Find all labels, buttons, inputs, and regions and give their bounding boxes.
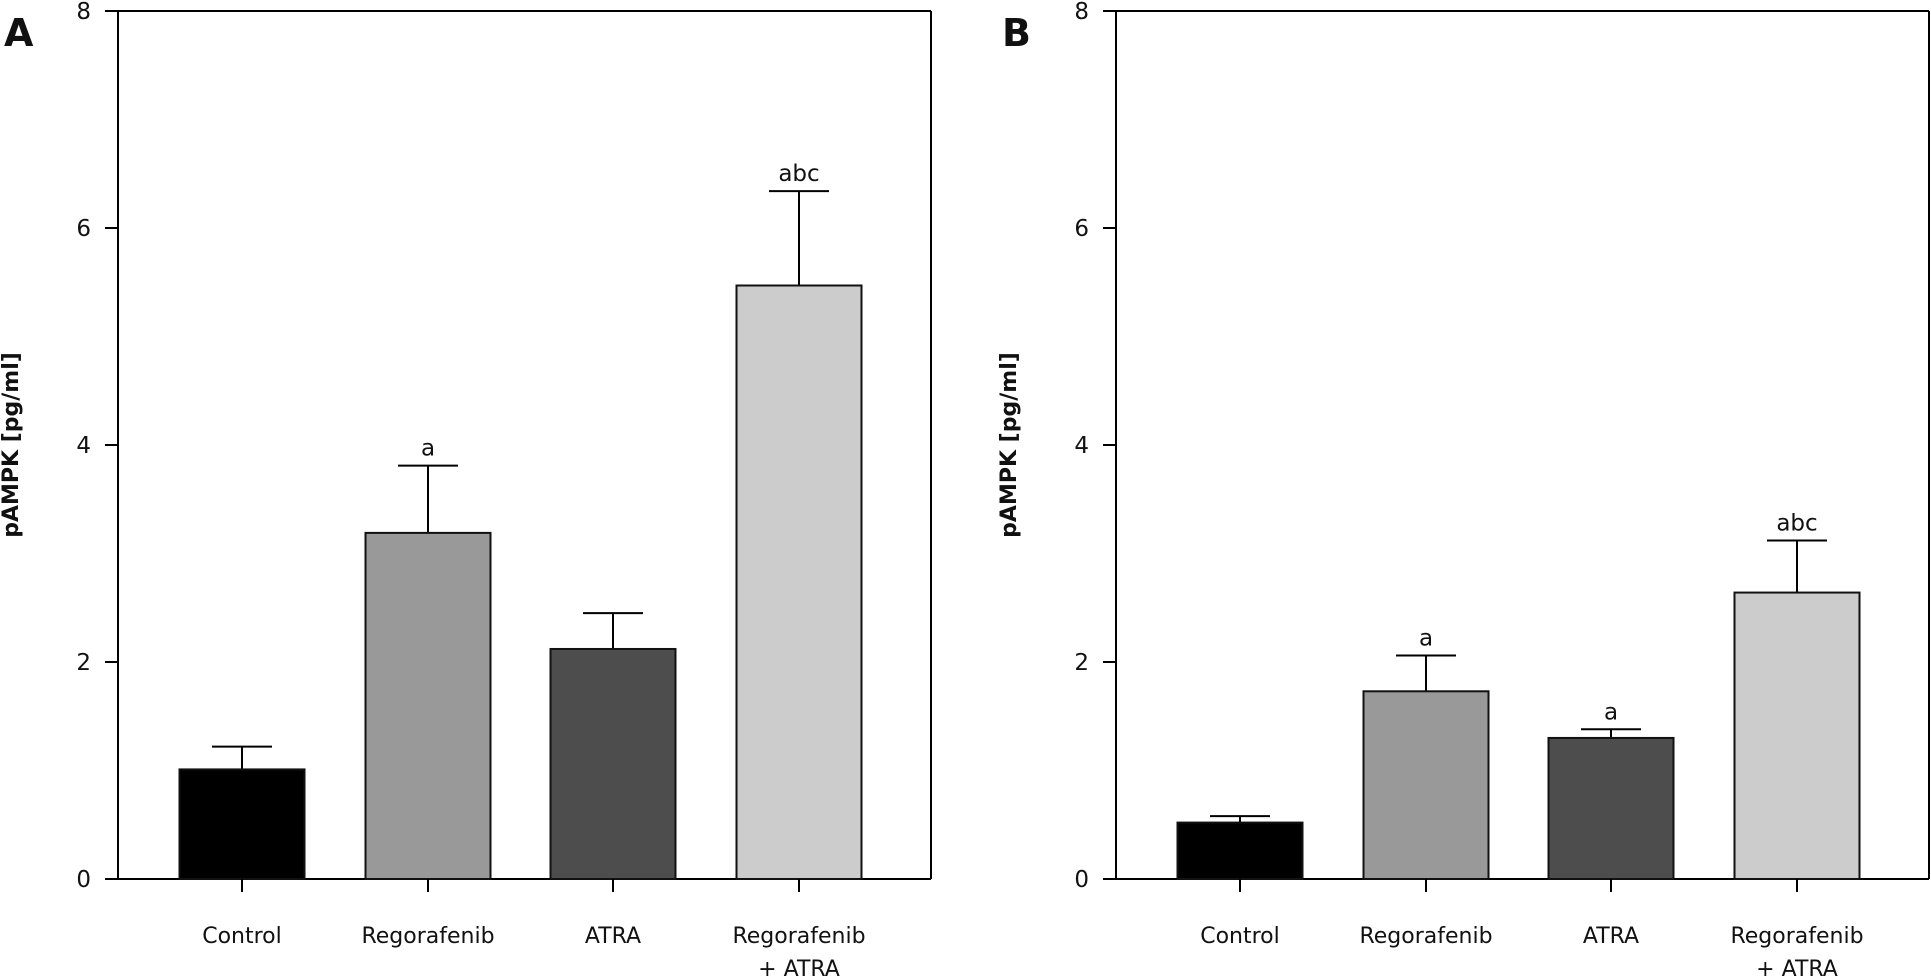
y-tick-label: 8 — [1074, 0, 1089, 25]
bar — [1362, 690, 1490, 880]
significance-label: a — [1604, 699, 1618, 725]
x-tick-label-line: Regorafenib — [361, 924, 494, 949]
bar — [364, 531, 492, 880]
x-tick-label-line: Regorafenib — [1730, 924, 1863, 949]
significance-label: a — [1419, 625, 1433, 651]
x-tick-label-line: ATRA — [585, 924, 641, 949]
y-tick-label: 4 — [76, 433, 91, 459]
x-tick-label-line: Control — [1200, 924, 1280, 949]
bar — [1547, 736, 1675, 881]
x-tick-label: Regorafenib + ATRA — [1730, 924, 1863, 979]
y-tick-label: 0 — [76, 867, 91, 893]
x-tick-label-line: + ATRA — [758, 957, 840, 979]
x-tick-label-line: Control — [202, 924, 282, 949]
panel-letter: A — [4, 11, 34, 55]
y-axis-label: pAMPK [pg/ml] — [0, 352, 24, 538]
significance-label: a — [421, 436, 435, 462]
x-tick-label: Regorafenib — [1359, 924, 1492, 949]
x-tick-label-line: + ATRA — [1756, 957, 1838, 979]
x-tick-label-line: Regorafenib — [1359, 924, 1492, 949]
panel-a: A 0 2 4 6 8 pAMPK [pg/ml] Control a Regorafenib AT… — [0, 0, 932, 979]
x-tick-label: Regorafenib + ATRA — [732, 924, 865, 979]
significance-label: abc — [778, 161, 819, 187]
y-tick-label: 6 — [1074, 216, 1089, 242]
y-tick-label: 2 — [76, 650, 91, 676]
bar — [1733, 591, 1861, 880]
x-tick-label: Control — [1200, 924, 1280, 949]
bar — [549, 647, 677, 880]
y-tick-label: 2 — [1074, 650, 1089, 676]
bar — [735, 284, 863, 880]
x-tick-label-line: ATRA — [1583, 924, 1639, 949]
y-axis-label: pAMPK [pg/ml] — [997, 352, 1022, 538]
y-tick-label: 0 — [1074, 867, 1089, 893]
bar — [1176, 821, 1304, 881]
y-tick-label: 6 — [76, 216, 91, 242]
x-tick-label: ATRA — [1583, 924, 1639, 949]
panel-letter: B — [1002, 11, 1031, 55]
bar — [178, 768, 306, 880]
x-tick-label: Regorafenib — [361, 924, 494, 949]
significance-label: abc — [1776, 510, 1817, 536]
x-tick-label: ATRA — [585, 924, 641, 949]
y-tick-label: 4 — [1074, 433, 1089, 459]
x-tick-label: Control — [202, 924, 282, 949]
x-tick-label-line: Regorafenib — [732, 924, 865, 949]
y-tick-label: 8 — [76, 0, 91, 25]
panel-b: B 0 2 4 6 8 pAMPK [pg/ml] Control a Regorafenib a A… — [997, 0, 1930, 979]
